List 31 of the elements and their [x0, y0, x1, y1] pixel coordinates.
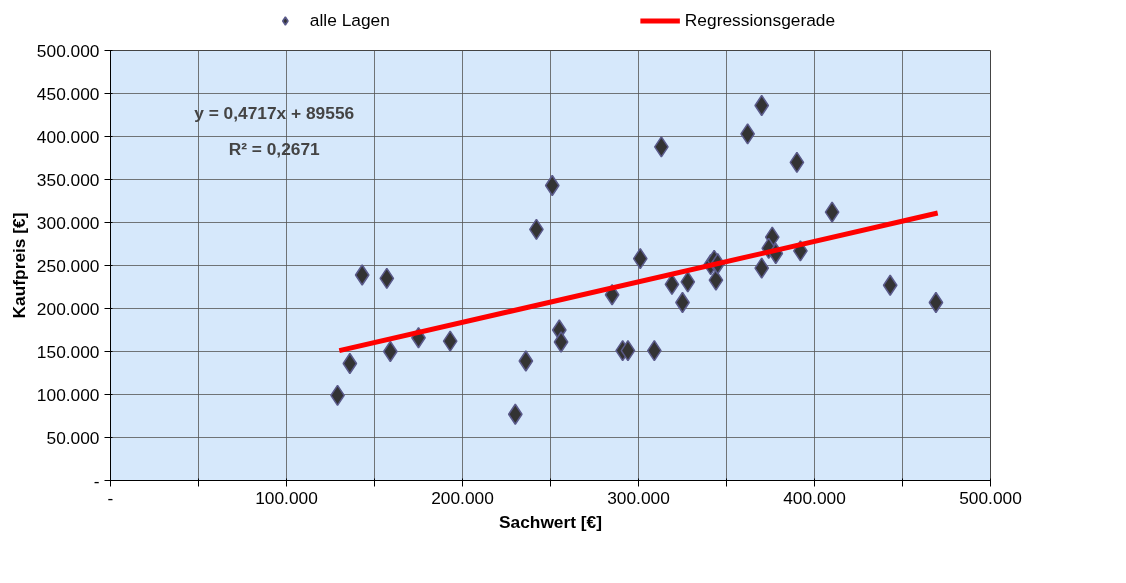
legend-label: alle Lagen: [309, 9, 390, 31]
point: [680, 271, 696, 293]
point: [518, 350, 534, 372]
y-axis-title: Kaufpreis [€]: [8, 212, 29, 319]
y-tick-label: 250.000: [36, 255, 100, 276]
x-tick-label: 200.000: [431, 487, 494, 508]
y-tick-label: 300.000: [36, 212, 100, 233]
y-tick-label: 150.000: [36, 341, 100, 362]
y-tick-label: 400.000: [36, 126, 100, 147]
x-tick-label: 500.000: [959, 487, 1022, 508]
point: [740, 123, 756, 145]
x-tick-label: 300.000: [607, 487, 670, 508]
y-tick-label: 100.000: [36, 384, 100, 405]
point: [553, 331, 569, 353]
x-tick-label: 100.000: [255, 487, 318, 508]
legend-label: Regressionsgerade: [684, 9, 836, 31]
y-tick-label: 50.000: [46, 427, 100, 448]
y-tick-label: 450.000: [36, 83, 100, 104]
x-tick-label: 400.000: [783, 487, 846, 508]
point: [354, 264, 370, 286]
y-tick-label: 500.000: [36, 40, 100, 61]
y-tick-label: 200.000: [36, 298, 100, 319]
x-axis-title: Sachwert [€]: [498, 511, 603, 532]
point: [653, 136, 669, 158]
y-tick-label: 350.000: [36, 169, 100, 190]
point: [754, 257, 770, 279]
x-tick-label: -: [107, 487, 114, 508]
point: [442, 330, 458, 352]
point: [824, 201, 840, 223]
y-tick-label: -: [93, 470, 100, 491]
point: [708, 269, 724, 291]
